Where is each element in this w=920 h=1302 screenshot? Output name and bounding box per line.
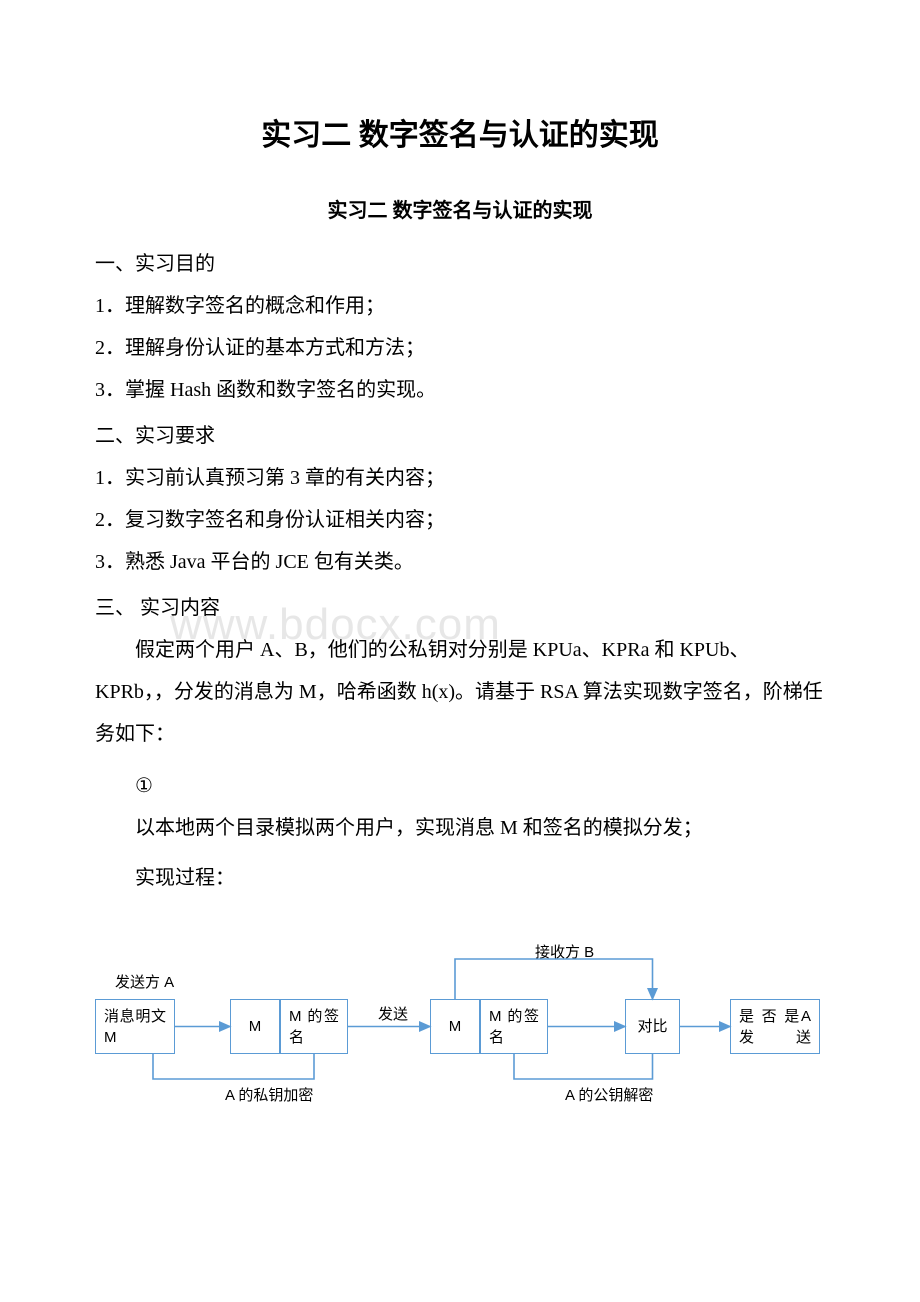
section-3-para-1: 假定两个用户 A、B，他们的公私钥对分别是 KPUa、KPRa 和 KPUb、K… — [95, 629, 825, 755]
page-subtitle: 实习二 数字签名与认证的实现 — [95, 194, 825, 223]
section-3-para-3: 实现过程： — [95, 857, 825, 899]
diagram-connectors — [95, 929, 825, 1129]
section-2-heading: 二、实习要求 — [95, 415, 825, 457]
section-3-mark: ① — [95, 765, 825, 807]
document-content: 实习二 数字签名与认证的实现 实习二 数字签名与认证的实现 一、实习目的 1．理… — [95, 110, 825, 1129]
section-1-item-2: 2．理解身份认证的基本方式和方法； — [95, 327, 825, 369]
flow-diagram: 消息明文 MMM 的签名MM 的签名对比是 否 是A 发 送发送方 A接收方 B… — [95, 929, 825, 1129]
section-1-item-3: 3．掌握 Hash 函数和数字签名的实现。 — [95, 369, 825, 411]
section-2-item-1: 1．实习前认真预习第 3 章的有关内容； — [95, 457, 825, 499]
section-1-item-1: 1．理解数字签名的概念和作用； — [95, 285, 825, 327]
section-3-para-2: 以本地两个目录模拟两个用户，实现消息 M 和签名的模拟分发； — [95, 807, 825, 849]
section-2-item-2: 2．复习数字签名和身份认证相关内容； — [95, 499, 825, 541]
page-title: 实习二 数字签名与认证的实现 — [95, 110, 825, 154]
section-3-heading: 三、 实习内容 — [95, 587, 825, 629]
section-1-heading: 一、实习目的 — [95, 243, 825, 285]
section-2-item-3: 3．熟悉 Java 平台的 JCE 包有关类。 — [95, 541, 825, 583]
